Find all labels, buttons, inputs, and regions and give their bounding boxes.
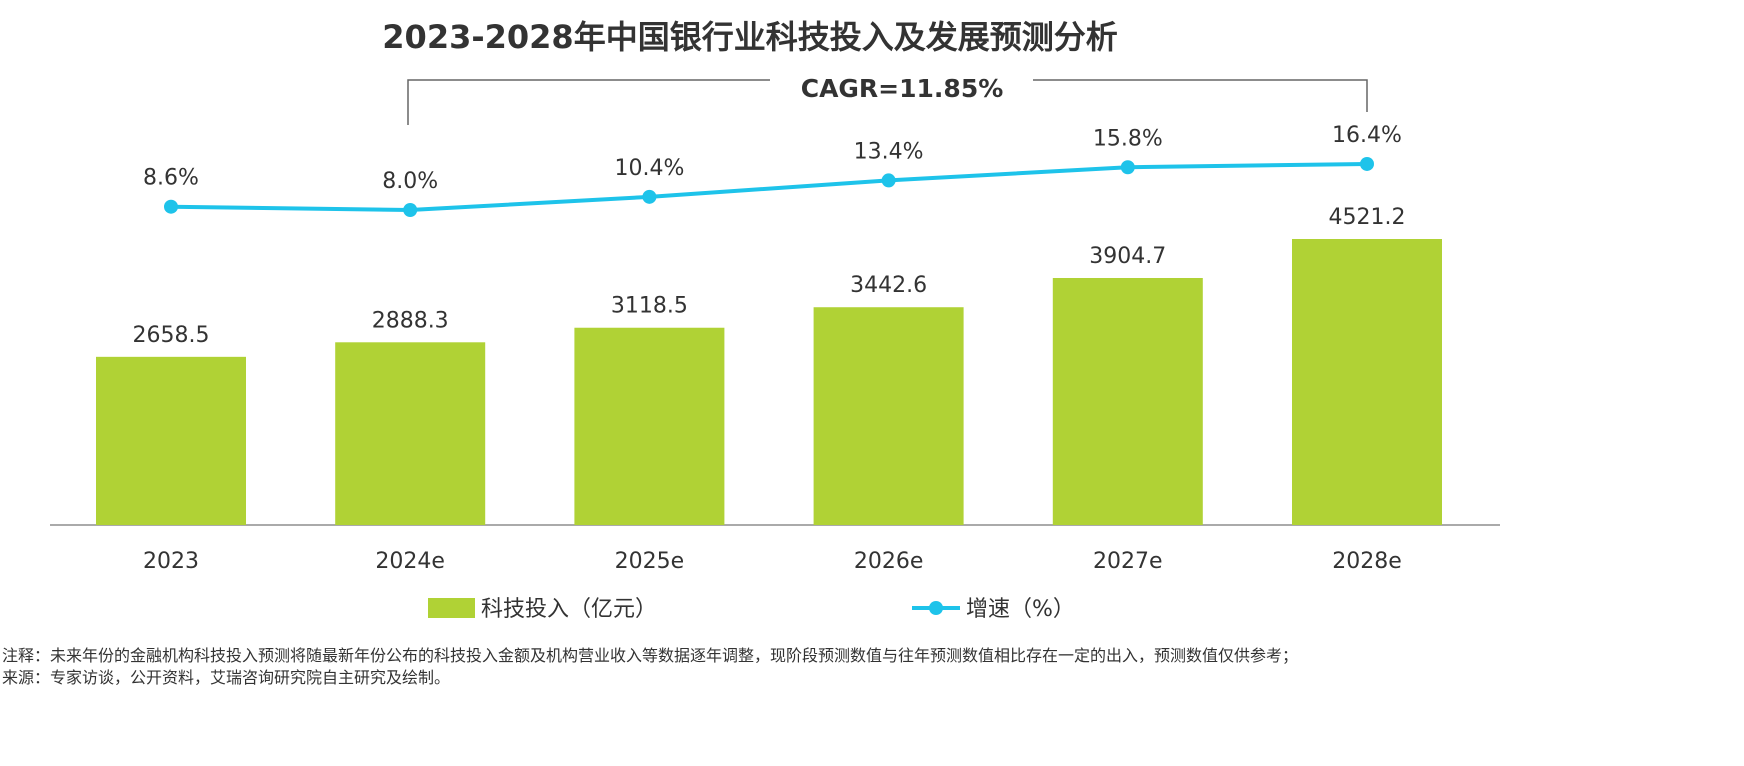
bar-label-2026e: 3442.6 [850,273,927,298]
growth-point-2024e [403,203,418,217]
legend-bar-swatch [428,598,475,618]
growth-line [170,161,1368,213]
cagr-bracket-left [407,79,770,125]
growth-label-2024e: 8.0% [382,169,438,194]
growth-label-2027e: 15.8% [1093,126,1163,151]
growth-label-2023: 8.6% [143,166,199,191]
cagr-bracket-right [1033,79,1368,112]
growth-point-2025e [642,189,657,204]
growth-point-2023 [164,199,178,214]
source-note: 来源：专家访谈，公开资料，艾瑞咨询研究院自主研究及绘制。 [2,668,451,687]
legend-line-label: 增速（%） [966,597,1075,622]
growth-label-2028e: 16.4% [1332,123,1402,148]
bar-2027e [1052,277,1203,525]
bar-label-2024e: 2888.3 [372,308,449,333]
cagr-annotation: CAGR=11.85% [801,74,1004,103]
growth-label-2026e: 13.4% [854,139,924,164]
bar-2024e [335,342,486,525]
x-tick-2024e: 2024e [375,549,445,574]
growth-point-2026e [881,173,896,188]
legend-line-marker [929,601,943,615]
bar-label-2025e: 3118.5 [611,294,688,319]
x-tick-2027e: 2027e [1093,549,1163,574]
x-tick-2025e: 2025e [615,549,685,574]
chart-title: 2023-2028年中国银行业科技投入及发展预测分析 [382,18,1118,56]
x-tick-2026e: 2026e [854,549,924,574]
footnote: 注释：未来年份的金融机构科技投入预测将随最新年份公布的科技投入金额及机构营业收入… [2,646,1299,665]
chart-canvas: 2658.5 2023 2888.3 2024e 3118.5 2025e 3442.6 20… [50,74,1500,622]
bar-2025e [574,327,725,525]
bar-label-2028e: 4521.2 [1329,205,1406,230]
bar-2023 [96,356,246,525]
bar-label-2027e: 3904.7 [1089,244,1166,269]
x-tick-2028e: 2028e [1332,549,1402,574]
growth-point-2027e [1120,160,1135,175]
x-tick-2023: 2023 [143,549,199,574]
bar-label-2023: 2658.5 [133,323,210,348]
growth-point-2028e [1360,156,1374,171]
legend-bar-label: 科技投入（亿元） [481,597,657,622]
growth-label-2025e: 10.4% [614,156,684,181]
bar-2026e [813,307,964,525]
bar-2028e [1292,239,1442,525]
